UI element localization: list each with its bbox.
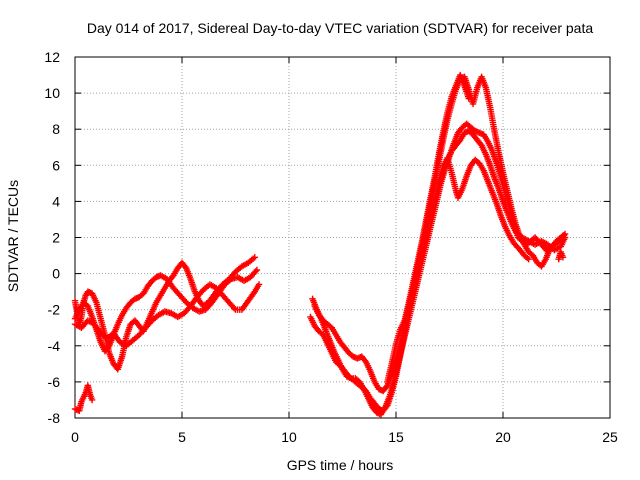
series-8 [427, 154, 532, 263]
y-tick-label: -4 [48, 338, 61, 354]
series-7 [307, 127, 569, 414]
data-point [559, 254, 567, 261]
data-point [88, 396, 96, 404]
series-4 [71, 382, 96, 414]
x-tick-label: 15 [388, 429, 404, 445]
y-tick-label: 10 [44, 85, 60, 101]
series-9 [384, 71, 472, 386]
data-point [561, 234, 569, 241]
x-axis-label: GPS time / hours [287, 457, 394, 473]
data-point [251, 254, 258, 261]
x-tick-label: 20 [495, 429, 511, 445]
y-tick-label: -8 [48, 410, 61, 426]
x-tick-label: 5 [178, 429, 186, 445]
x-tick-label: 0 [71, 429, 79, 445]
x-tick-label: 25 [602, 429, 618, 445]
y-tick-label: 0 [52, 266, 60, 282]
data-point [253, 266, 261, 274]
y-tick-label: 6 [52, 157, 60, 173]
y-tick-label: 4 [52, 193, 60, 209]
y-axis-label: SDTVAR / TECUs [5, 180, 21, 292]
data-point [525, 255, 532, 263]
series-10 [555, 248, 567, 263]
data-points [71, 71, 569, 418]
y-tick-label: -6 [48, 374, 61, 390]
axis-ticks [74, 56, 611, 419]
x-tick-label: 10 [281, 429, 297, 445]
y-tick-label: 12 [44, 49, 60, 65]
data-point [524, 254, 531, 262]
chart-title: Day 014 of 2017, Sidereal Day-to-day VTE… [87, 20, 594, 36]
data-point [465, 95, 472, 102]
series-3 [71, 281, 263, 349]
y-tick-label: 8 [52, 121, 60, 137]
y-tick-label: 2 [52, 230, 60, 246]
y-tick-labels: -8 -6 -4 -2 0 2 4 6 8 10 12 [44, 49, 60, 426]
x-tick-labels: 0 5 10 15 20 25 [71, 429, 618, 445]
data-point [255, 281, 263, 288]
y-tick-label: -2 [48, 302, 61, 318]
